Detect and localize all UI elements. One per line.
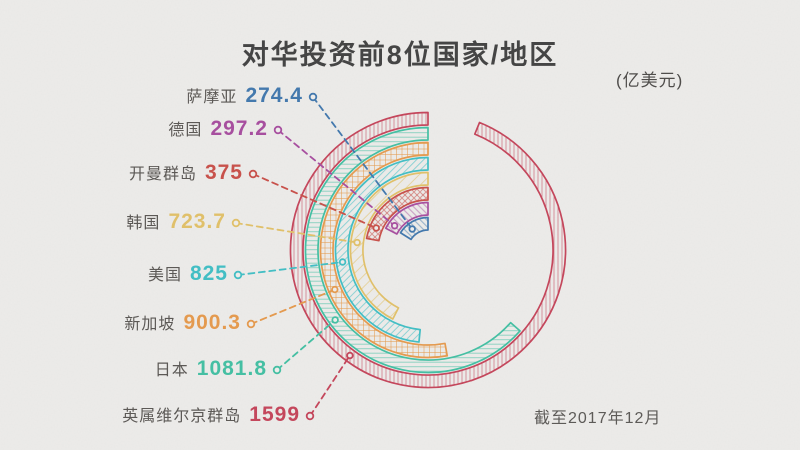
chart-ring [289,111,567,389]
leader-dot [408,225,416,233]
chart-label-name: 萨摩亚 [186,89,238,106]
leader-lines [231,92,416,421]
leader-line [252,173,378,229]
chart-label-name: 英属维尔京群岛 [122,408,242,425]
chart-ring [349,171,429,320]
chart-rings [289,111,567,389]
chart-label-row: 新加坡 900.3 [124,309,241,337]
unit-note: (亿美元) [616,71,684,90]
chart-label-value: 825 [189,262,228,285]
leader-dot [353,238,361,247]
leader-dot [233,270,243,280]
chart-label-value: 1599 [249,403,300,426]
leader-dot [331,285,339,294]
chart-ring [304,126,521,374]
chart-label-name: 韩国 [126,215,161,232]
leader-dot [346,351,354,360]
chart-ring [319,141,449,359]
leader-dot [338,258,347,266]
leader-dot [372,224,380,232]
leader-dot [273,125,283,135]
chart-label-name: 日本 [154,362,189,379]
leader-dot [248,169,258,179]
leader-line [235,222,359,244]
chart-label-row: 日本 1081.8 [155,355,267,383]
page-title: 对华投资前8位国家/地区 [241,40,559,70]
leader-line [276,319,337,371]
chart-label-row: 美国 825 [148,260,228,288]
chart-label-value: 274.4 [245,84,303,107]
leader-line [312,96,414,230]
chart-label-row: 萨摩亚 274.4 [186,82,303,110]
leader-dot [246,319,256,329]
chart-label-name: 开曼群岛 [128,166,197,183]
leader-dot [305,411,315,421]
chart-label-value: 375 [204,161,243,184]
chart-ring [334,156,429,343]
leader-dot [308,92,318,102]
chart-label-value: 900.3 [183,311,241,334]
chart-label-row: 开曼群岛 375 [129,159,243,187]
leader-line [309,354,351,417]
chart-label-value: 723.7 [168,210,226,233]
chart-label-row: 韩国 723.7 [126,208,226,236]
chart-label-name: 德国 [168,122,203,139]
chart-label-row: 英属维尔京群岛 1599 [122,401,300,429]
leader-dot [390,222,399,230]
chart-label-name: 美国 [147,267,182,284]
as-of-date: 截至2017年12月 [534,410,662,427]
leader-dot [272,365,282,375]
chart-label-value: 297.2 [210,117,268,140]
leader-dot [231,218,241,228]
chart-label-name: 新加坡 [124,316,176,333]
chart-ring [365,186,429,242]
leader-line [277,129,396,227]
leader-line [237,261,344,276]
chart-label-value: 1081.8 [196,357,267,380]
leader-dot [331,316,339,324]
chart-label-row: 德国 297.2 [168,115,268,143]
leader-line [250,288,336,325]
